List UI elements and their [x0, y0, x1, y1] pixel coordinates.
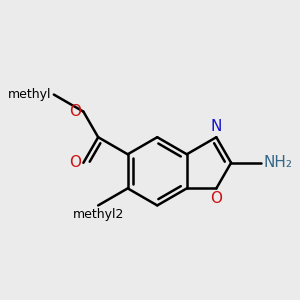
Text: N: N [211, 119, 222, 134]
Text: O: O [69, 155, 81, 170]
Text: O: O [69, 104, 81, 119]
Text: methyl: methyl [8, 88, 51, 101]
Text: O: O [210, 191, 222, 206]
Text: NH₂: NH₂ [263, 155, 292, 170]
Text: methyl2: methyl2 [73, 208, 124, 221]
